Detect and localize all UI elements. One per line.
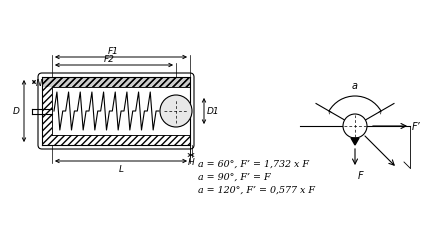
- Bar: [42, 78, 190, 88]
- Text: F1: F1: [108, 47, 119, 56]
- Bar: [42, 135, 190, 145]
- FancyBboxPatch shape: [38, 74, 194, 149]
- Text: N: N: [36, 78, 42, 87]
- Bar: [42, 88, 52, 135]
- Text: a = 60°, F’ = 1,732 x F: a = 60°, F’ = 1,732 x F: [198, 159, 309, 168]
- Text: F’: F’: [412, 122, 421, 131]
- Text: L: L: [119, 164, 123, 173]
- Text: H: H: [187, 157, 194, 166]
- Text: D: D: [13, 107, 20, 116]
- Circle shape: [343, 115, 367, 138]
- Text: a = 120°, F’ = 0,577 x F: a = 120°, F’ = 0,577 x F: [198, 185, 315, 194]
- Text: D1: D1: [207, 107, 220, 116]
- Text: F: F: [358, 170, 364, 180]
- Text: F2: F2: [104, 55, 114, 64]
- Text: a = 90°, F’ = F: a = 90°, F’ = F: [198, 172, 271, 181]
- Text: a: a: [352, 81, 358, 91]
- Circle shape: [160, 96, 192, 127]
- FancyBboxPatch shape: [42, 78, 190, 88]
- Polygon shape: [351, 138, 359, 145]
